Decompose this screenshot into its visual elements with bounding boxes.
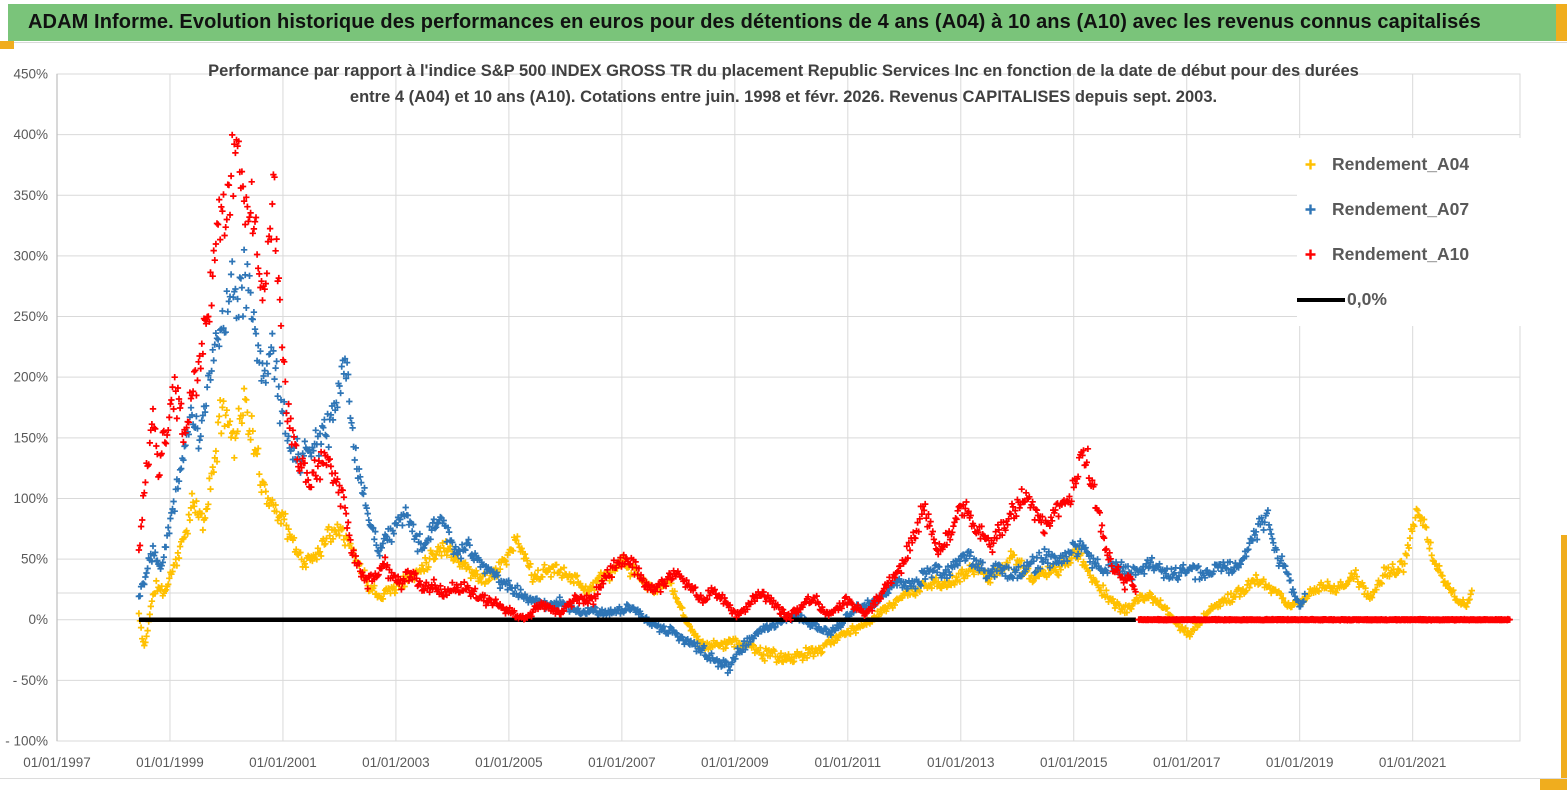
y-tick-label: 400%: [13, 127, 48, 142]
accent-top-left: [0, 41, 14, 49]
x-tick-label: 01/01/2017: [1153, 755, 1221, 770]
y-tick-label: 200%: [13, 370, 48, 385]
bottom-hairline-divider: [0, 778, 1567, 779]
header-underline-divider: [0, 42, 1567, 43]
header-bar: ADAM Informe. Evolution historique des p…: [8, 4, 1556, 41]
plus-marker-icon: [1305, 204, 1316, 215]
x-tick-label: 01/01/1999: [136, 755, 204, 770]
y-tick-label: 50%: [21, 552, 48, 567]
chart-legend: Rendement_A04 Rendement_A07 Rendement_A1…: [1297, 138, 1537, 326]
y-tick-label: 300%: [13, 248, 48, 263]
y-tick-label: 150%: [13, 430, 48, 445]
x-tick-label: 01/01/2009: [701, 755, 769, 770]
y-tick-label: - 100%: [5, 734, 48, 749]
x-tick-label: 01/01/2015: [1040, 755, 1108, 770]
x-tick-label: 01/01/2013: [927, 755, 995, 770]
legend-label: Rendement_A07: [1332, 199, 1470, 219]
x-tick-label: 01/01/2021: [1379, 755, 1447, 770]
legend-item-rendement-a07[interactable]: Rendement_A07: [1297, 187, 1537, 232]
series-points-rendement_a07: [135, 246, 1308, 677]
legend-item-zero-line[interactable]: 0,0%: [1297, 277, 1537, 322]
accent-top-right: [1556, 4, 1567, 41]
page-title: ADAM Informe. Evolution historique des p…: [28, 11, 1481, 33]
y-tick-label: - 50%: [13, 673, 48, 688]
chart-title-line2: entre 4 (A04) et 10 ans (A10). Cotations…: [349, 88, 1218, 106]
chart-title: Performance par rapport à l'indice S&P 5…: [80, 58, 1487, 110]
y-tick-label: 450%: [13, 67, 48, 82]
zero-line-swatch-icon: [1297, 297, 1345, 302]
x-tick-label: 01/01/1997: [23, 755, 91, 770]
legend-item-rendement-a10[interactable]: Rendement_A10: [1297, 232, 1537, 277]
x-tick-label: 01/01/2003: [362, 755, 430, 770]
x-tick-label: 01/01/2019: [1266, 755, 1334, 770]
x-tick-label: 01/01/2005: [475, 755, 543, 770]
series-points-rendement_a10: [135, 131, 1513, 624]
x-tick-label: 01/01/2011: [815, 755, 882, 770]
y-tick-label: 250%: [13, 309, 48, 324]
y-tick-label: 0%: [28, 612, 48, 627]
y-tick-label: 100%: [13, 491, 48, 506]
legend-label: Rendement_A10: [1332, 244, 1470, 264]
legend-label: 0,0%: [1347, 289, 1387, 309]
chart-title-line1: Performance par rapport à l'indice S&P 5…: [208, 62, 1359, 80]
x-tick-label: 01/01/2007: [588, 755, 656, 770]
plus-marker-icon: [1305, 249, 1316, 260]
legend-item-rendement-a04[interactable]: Rendement_A04: [1297, 142, 1537, 187]
legend-label: Rendement_A04: [1332, 154, 1470, 174]
y-tick-label: 350%: [13, 188, 48, 203]
accent-bottom-right: [1540, 779, 1567, 790]
plus-marker-icon: [1305, 159, 1316, 170]
accent-right-strip: [1561, 535, 1567, 790]
x-tick-label: 01/01/2001: [249, 755, 317, 770]
